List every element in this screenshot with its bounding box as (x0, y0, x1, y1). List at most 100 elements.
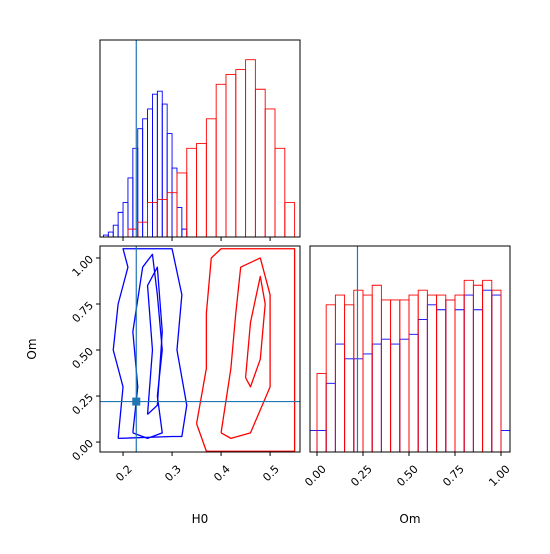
histogram-step (127, 177, 134, 237)
histogram-step (472, 309, 484, 452)
histogram-step (472, 284, 484, 452)
histogram-step (156, 90, 163, 237)
histogram-step (491, 294, 502, 452)
histogram-step (380, 338, 392, 452)
histogram-step (371, 343, 382, 452)
y-tick-label: 0.75 (70, 299, 97, 326)
histogram-step (117, 211, 124, 237)
axes-frame (309, 245, 511, 453)
y-tick-label: 1.00 (70, 253, 97, 280)
histogram-step (362, 294, 373, 452)
histogram-step (316, 429, 327, 452)
truth-marker (132, 397, 141, 406)
histogram-step (215, 83, 227, 237)
x-tick-label: 0.25 (348, 463, 375, 490)
histogram-step (107, 231, 114, 237)
histogram-step (482, 279, 493, 452)
histogram-step (254, 88, 266, 237)
x-tick-label: 0.50 (394, 463, 421, 490)
y-tick-label: 0.00 (70, 437, 97, 464)
histogram-step (147, 108, 153, 237)
contour-line (244, 275, 266, 388)
histogram-step (436, 294, 447, 452)
histogram-step (161, 103, 168, 237)
y-axis-label: Om (25, 338, 39, 359)
histogram-step (445, 299, 456, 452)
histogram-step (142, 118, 148, 237)
histogram-step (196, 142, 207, 237)
histogram-step (344, 358, 355, 452)
x-tick-label: 1.00 (486, 463, 513, 490)
histogram-step (445, 299, 456, 452)
histogram-step (380, 299, 392, 452)
x-tick-label: 0.3 (162, 463, 184, 485)
histogram-step (235, 69, 247, 237)
plot-area (100, 246, 300, 452)
histogram-step (325, 304, 336, 452)
x-axis-label: Om (399, 512, 420, 526)
x-tick-label: 0.00 (302, 463, 329, 490)
histogram-step (408, 333, 419, 452)
histogram-step (353, 358, 364, 452)
histogram-step (334, 294, 346, 452)
plot-area (102, 40, 296, 237)
x-tick-label: 0.2 (113, 463, 135, 485)
histogram-step (362, 353, 373, 452)
contour-line (132, 253, 163, 440)
histogram-step (399, 299, 410, 452)
histogram-step (122, 202, 129, 237)
x-tick-label: 0.5 (260, 463, 282, 485)
histogram-step (399, 338, 410, 452)
histogram-step (132, 147, 139, 237)
x-tick-label: 0.4 (211, 463, 233, 485)
histogram-step (152, 93, 158, 237)
histogram-step (316, 373, 327, 452)
histogram-step (205, 118, 217, 237)
contour-line (112, 248, 188, 440)
contour-line (220, 257, 271, 440)
contour-line (146, 266, 163, 415)
histogram-step (176, 207, 183, 237)
histogram-step (436, 309, 447, 452)
histogram-step (186, 147, 198, 237)
histogram-step (417, 289, 428, 452)
histogram-step (225, 74, 237, 237)
histogram-step (454, 309, 465, 452)
axes-frame (99, 245, 301, 453)
histogram-step (482, 289, 493, 452)
x-axis-label: H0 (192, 512, 209, 526)
y-tick-label: 0.50 (70, 345, 97, 372)
x-tick-label: 0.75 (440, 463, 467, 490)
y-tick-label: 0.25 (70, 391, 97, 418)
histogram-step (166, 133, 173, 237)
contour-line (195, 248, 296, 452)
histogram-step (334, 343, 346, 452)
histogram-step (491, 289, 502, 452)
histogram-step (417, 319, 428, 452)
histogram-step (171, 167, 178, 237)
histogram-step (353, 289, 364, 452)
histogram-step (390, 299, 401, 452)
histogram-step (284, 202, 296, 237)
histogram-step (112, 224, 119, 237)
histogram-step (426, 294, 438, 452)
histogram-step (245, 59, 256, 237)
histogram-step (344, 304, 355, 452)
histogram-step (426, 304, 438, 452)
histogram-step (463, 279, 474, 452)
histogram-step (274, 147, 286, 237)
histogram-step (181, 228, 188, 237)
histogram-step (137, 128, 144, 237)
histogram-step (371, 284, 382, 452)
histogram-step (310, 429, 318, 452)
histogram-step (454, 294, 465, 452)
histogram-step (408, 294, 419, 452)
plot-area (310, 246, 510, 452)
histogram-step (500, 429, 510, 452)
histogram-step (264, 108, 276, 237)
axes-frame (99, 39, 301, 238)
histogram-step (390, 343, 401, 452)
histogram-step (463, 294, 474, 452)
histogram-step (325, 382, 336, 452)
